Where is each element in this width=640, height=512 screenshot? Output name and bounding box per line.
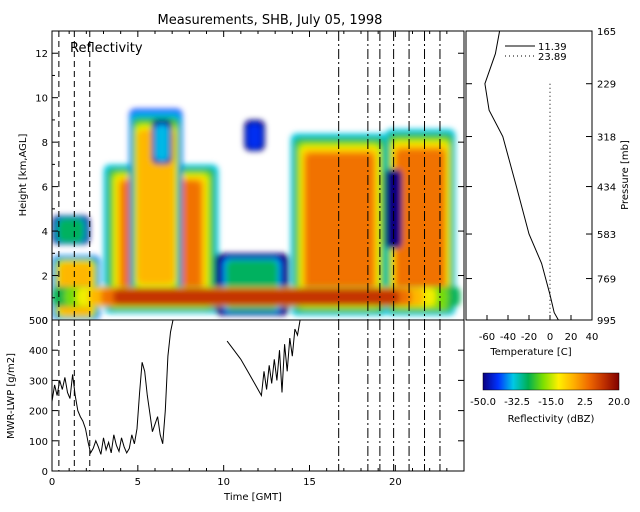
cloud-region — [52, 215, 90, 245]
colorbar-bar — [482, 372, 620, 391]
reflectivity-cell — [305, 153, 374, 303]
legend-label: 23.89 — [538, 52, 567, 63]
lwp-tick-label: 300 — [29, 376, 48, 387]
colorbar-title: Reflectivity (dBZ) — [508, 414, 595, 425]
reflectivity-cell — [395, 149, 445, 302]
height-axis-title: Height [km,AGL] — [18, 134, 29, 217]
time-tick-label: 20 — [389, 477, 402, 488]
temperature-tick-label: -60 — [479, 332, 495, 343]
pressure-tick-label: 229 — [597, 80, 616, 91]
figure-title: Measurements, SHB, July 05, 1998 — [158, 13, 383, 28]
temperature-tick-label: 40 — [586, 332, 599, 343]
colorbar-tick-label: -32.5 — [504, 397, 530, 408]
height-tick-label: 6 — [42, 183, 48, 194]
reflectivity-cell — [387, 177, 400, 243]
colorbar-tick-label: -50.0 — [470, 397, 496, 408]
reflectivity-cell — [57, 218, 85, 243]
height-tick-label: 10 — [35, 94, 48, 105]
lwp-line — [52, 320, 174, 455]
lwp-line — [226, 320, 301, 398]
height-tick-label: 4 — [42, 227, 48, 238]
time-axis: 0 5 10 15 20 — [49, 31, 465, 488]
reflectivity-cell — [154, 124, 170, 162]
sounding-profile-line — [484, 30, 559, 321]
temperature-tick-label: -20 — [521, 332, 537, 343]
pressure-tick-label: 583 — [597, 230, 616, 241]
pressure-tick-label: 318 — [597, 133, 616, 144]
colorbar-tick-label: 20.0 — [608, 397, 630, 408]
height-axis: 0 2 4 6 8 10 12 — [35, 49, 464, 327]
height-tick-label: 12 — [35, 49, 48, 60]
cloud-region — [385, 168, 403, 249]
pressure-tick-label: 434 — [597, 183, 616, 194]
cloud-region — [385, 128, 456, 316]
reflectivity-label: Reflectivity — [70, 41, 143, 56]
lwp-sounding-markers — [58, 320, 441, 471]
colorbar-tick-label: 2.5 — [577, 397, 593, 408]
reflectivity-cell — [113, 288, 400, 306]
lwp-axis: 0 100 200 300 400 500 — [29, 316, 464, 478]
time-tick-label: 0 — [49, 477, 55, 488]
reflectivity-panel: 0 2 4 6 8 10 12 Reflectivity Height [km,AGL] — [18, 30, 465, 327]
pressure-axis: 165 229 318 434 583 769 995 — [466, 27, 616, 327]
cloud-region — [290, 133, 389, 316]
height-tick-label: 2 — [42, 272, 48, 283]
reflectivity-cell — [137, 129, 175, 284]
time-axis-title: Time [GMT] — [223, 492, 282, 503]
sounding-frame — [465, 30, 593, 321]
reflectivity-field — [52, 108, 461, 320]
temperature-axis-title: Temperature [C] — [489, 347, 571, 358]
colorbar-tick-label: -15.0 — [538, 397, 564, 408]
lwp-frame — [51, 319, 465, 472]
cloud-region — [244, 119, 265, 152]
lwp-tick-label: 100 — [29, 437, 48, 448]
colorbar-ticks: -50.0 -32.5 -15.0 2.5 20.0 — [470, 397, 630, 408]
temperature-axis: -60 -40 -20 0 20 40 — [479, 315, 599, 343]
lwp-axis-title: MWR-LWP [g/m2] — [6, 353, 17, 439]
lwp-tick-label: 200 — [29, 407, 48, 418]
time-tick-label: 15 — [303, 477, 316, 488]
colorbar: -50.0 -32.5 -15.0 2.5 20.0 Reflectivity (dBZ… — [470, 372, 630, 425]
cloud-region — [151, 119, 173, 165]
reflectivity-cell — [247, 123, 262, 149]
pressure-tick-label: 769 — [597, 275, 616, 286]
temperature-tick-label: -40 — [500, 332, 516, 343]
lwp-tick-label: 400 — [29, 346, 48, 357]
lwp-tick-label: 0 — [42, 467, 48, 478]
lwp-tick-label: 500 — [29, 316, 48, 327]
height-tick-label: 8 — [42, 138, 48, 149]
sounding-panel: 165 229 318 434 583 769 995 -60 -40 -20 0 20 40 11.… — [465, 27, 631, 358]
time-tick-label: 10 — [217, 477, 230, 488]
time-tick-label: 5 — [135, 477, 141, 488]
lwp-series — [52, 320, 301, 455]
cloud-region — [52, 286, 461, 307]
temperature-tick-label: 0 — [547, 332, 553, 343]
pressure-tick-label: 165 — [597, 27, 616, 38]
sounding-profiles — [484, 30, 559, 321]
sounding-time-markers — [58, 31, 441, 320]
height-tick-label: 0 — [42, 316, 48, 327]
legend-label: 11.39 — [538, 42, 567, 53]
pressure-tick-label: 995 — [597, 316, 616, 327]
pressure-axis-title: Pressure [mb] — [620, 140, 631, 210]
temperature-tick-label: 20 — [565, 332, 578, 343]
